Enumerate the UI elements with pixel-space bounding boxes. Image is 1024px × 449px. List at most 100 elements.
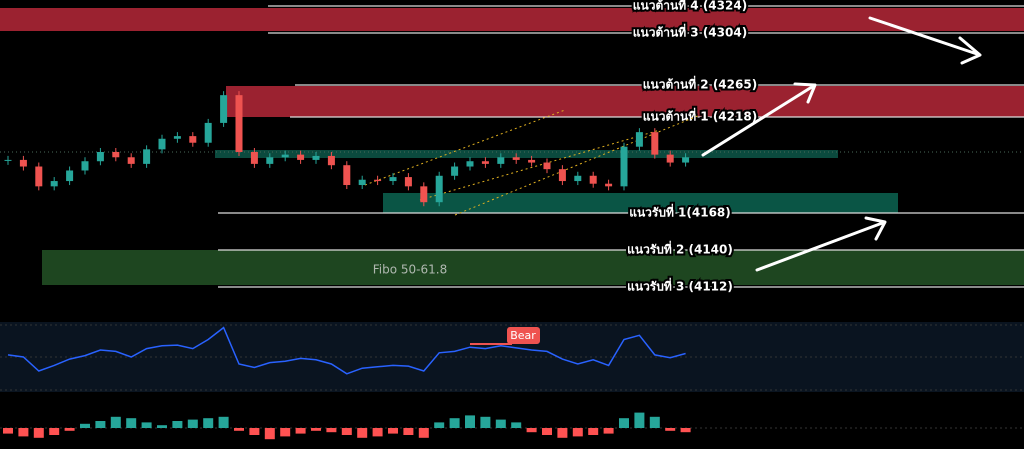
candle — [528, 159, 536, 163]
candle — [143, 149, 151, 164]
candle — [220, 95, 228, 123]
candle — [96, 151, 104, 162]
histogram-bar — [234, 428, 244, 431]
candle — [451, 166, 459, 176]
histogram-bar — [603, 428, 614, 434]
histogram-bar — [264, 428, 275, 440]
candle — [158, 138, 166, 150]
histogram-bar — [557, 428, 568, 438]
level-label: แนวต้านที่ 1 (4218) — [643, 108, 757, 124]
candle — [589, 175, 597, 184]
arrow — [868, 16, 982, 65]
histogram-bar — [157, 425, 167, 428]
candle — [435, 175, 443, 203]
levels: แนวต้านที่ 4 (4324) แนวต้านที่ 3 (4304) แน… — [218, 0, 1024, 296]
price-panel — [4, 91, 690, 207]
histogram-bar — [542, 428, 552, 435]
histogram-bar — [465, 415, 475, 428]
histogram-bar — [18, 428, 29, 437]
candle — [173, 136, 181, 139]
candle — [389, 177, 397, 182]
histogram-bar — [665, 428, 676, 431]
pivot-zone — [215, 150, 838, 158]
candle — [620, 146, 628, 187]
histogram-bar — [49, 428, 60, 435]
candle — [682, 157, 690, 163]
candle — [358, 179, 366, 186]
candle — [50, 181, 58, 187]
candle — [35, 166, 43, 187]
candle — [281, 154, 289, 158]
histogram-bar — [341, 428, 352, 435]
candle — [81, 161, 89, 171]
candle — [635, 132, 643, 147]
candle — [127, 157, 135, 164]
arrow — [701, 82, 817, 157]
histogram-bar — [403, 428, 414, 435]
histogram-bar — [126, 418, 137, 428]
histogram-bar — [80, 423, 90, 428]
histogram-bar — [449, 418, 460, 428]
candle — [343, 165, 351, 186]
histogram-bar — [634, 412, 645, 428]
histogram-bar — [3, 428, 13, 434]
fibo-zone — [42, 250, 1024, 285]
histogram-bar — [172, 421, 183, 428]
candle — [297, 154, 305, 160]
histogram-bar — [141, 422, 152, 428]
histogram-bar — [588, 428, 599, 435]
candle — [574, 175, 582, 182]
level-label: แนวรับที่ 3 (4112) — [627, 278, 733, 294]
channel-line — [364, 109, 566, 186]
candle — [512, 157, 520, 160]
histogram-bar — [434, 422, 445, 428]
histogram-bar — [418, 428, 429, 438]
histogram-bar — [64, 428, 75, 431]
level-label: แนวต้านที่ 4 (4324) — [633, 0, 747, 13]
resistance-zone — [0, 8, 1024, 31]
candle — [327, 155, 335, 166]
candle — [4, 159, 12, 161]
histogram-bar — [187, 419, 198, 428]
histogram-bar — [495, 419, 506, 428]
indicator-panels — [3, 326, 691, 440]
candle — [19, 159, 27, 167]
channel-line — [454, 114, 701, 216]
histogram-bar — [680, 428, 691, 433]
candle — [266, 157, 274, 164]
candle — [543, 162, 551, 170]
candle — [558, 169, 566, 182]
channel-line — [419, 129, 661, 201]
candle — [235, 95, 243, 152]
support-zone — [383, 193, 898, 213]
histogram-bar — [619, 418, 629, 428]
arrows — [701, 16, 982, 272]
histogram-bar — [649, 416, 660, 428]
zone-label: Fibo 50-61.8 — [373, 263, 447, 277]
histogram-bar — [388, 428, 398, 434]
candle — [481, 161, 489, 164]
histogram-bar — [372, 428, 383, 437]
candle — [666, 154, 674, 163]
histogram-bar — [311, 428, 321, 431]
histogram-bar — [526, 428, 537, 433]
candle — [404, 177, 412, 187]
candle — [189, 136, 197, 143]
histogram-bar — [295, 428, 306, 434]
signal-label: Bear — [510, 329, 536, 342]
candle — [651, 132, 659, 155]
histogram-bar — [326, 428, 337, 433]
histogram-bar — [357, 428, 368, 438]
level-label: แนวรับที่ 2 (4140) — [627, 241, 733, 257]
histogram-bar — [480, 416, 491, 428]
candle — [250, 151, 258, 164]
rsi-line — [7, 326, 686, 375]
resistance-zone — [226, 86, 1024, 117]
candle — [204, 122, 212, 143]
candle — [497, 157, 505, 164]
histogram-bar — [203, 418, 214, 428]
histogram-bar — [218, 416, 229, 428]
candle — [312, 155, 320, 160]
signal-badge — [507, 327, 540, 344]
